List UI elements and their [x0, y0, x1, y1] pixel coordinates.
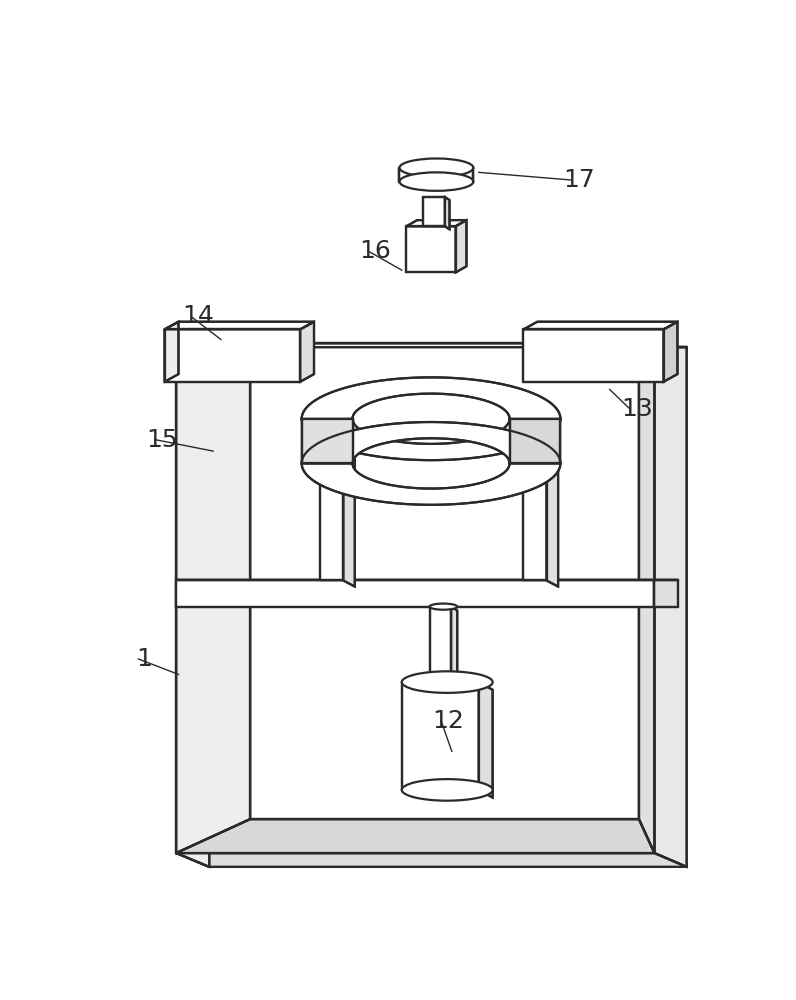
Polygon shape	[407, 226, 455, 272]
Polygon shape	[524, 329, 664, 382]
Polygon shape	[654, 347, 687, 867]
Polygon shape	[664, 322, 677, 382]
Polygon shape	[176, 853, 687, 867]
Polygon shape	[455, 220, 466, 272]
Text: 16: 16	[360, 239, 392, 263]
Polygon shape	[509, 419, 560, 463]
Text: 17: 17	[564, 168, 595, 192]
Text: 13: 13	[621, 397, 653, 421]
Polygon shape	[423, 197, 445, 226]
Polygon shape	[176, 347, 209, 867]
Polygon shape	[524, 322, 677, 329]
Polygon shape	[445, 197, 450, 229]
Polygon shape	[302, 422, 560, 463]
Polygon shape	[320, 451, 343, 580]
Polygon shape	[165, 322, 178, 382]
Text: 12: 12	[432, 709, 464, 733]
Polygon shape	[430, 607, 451, 682]
Polygon shape	[165, 322, 314, 329]
Polygon shape	[639, 343, 654, 853]
Ellipse shape	[400, 158, 474, 177]
Text: 14: 14	[182, 304, 214, 328]
Polygon shape	[407, 220, 466, 226]
Text: 1: 1	[136, 647, 152, 671]
Polygon shape	[547, 451, 558, 587]
Ellipse shape	[430, 604, 457, 610]
Polygon shape	[176, 343, 654, 347]
Polygon shape	[176, 343, 250, 853]
Polygon shape	[302, 419, 353, 463]
Polygon shape	[402, 682, 478, 790]
Ellipse shape	[402, 779, 493, 801]
Polygon shape	[478, 682, 493, 798]
Polygon shape	[343, 451, 355, 587]
Polygon shape	[302, 463, 560, 505]
Ellipse shape	[400, 172, 474, 191]
Text: 15: 15	[146, 428, 178, 452]
Ellipse shape	[402, 671, 493, 693]
Polygon shape	[300, 322, 314, 382]
Polygon shape	[176, 580, 654, 607]
Polygon shape	[451, 607, 457, 686]
Polygon shape	[509, 419, 560, 463]
Polygon shape	[302, 419, 560, 460]
Polygon shape	[250, 343, 639, 819]
Polygon shape	[302, 377, 560, 419]
Polygon shape	[176, 347, 654, 853]
Polygon shape	[165, 329, 300, 382]
Polygon shape	[524, 451, 547, 580]
Polygon shape	[302, 419, 353, 463]
Polygon shape	[176, 819, 654, 853]
Polygon shape	[654, 580, 677, 607]
Polygon shape	[400, 168, 474, 182]
